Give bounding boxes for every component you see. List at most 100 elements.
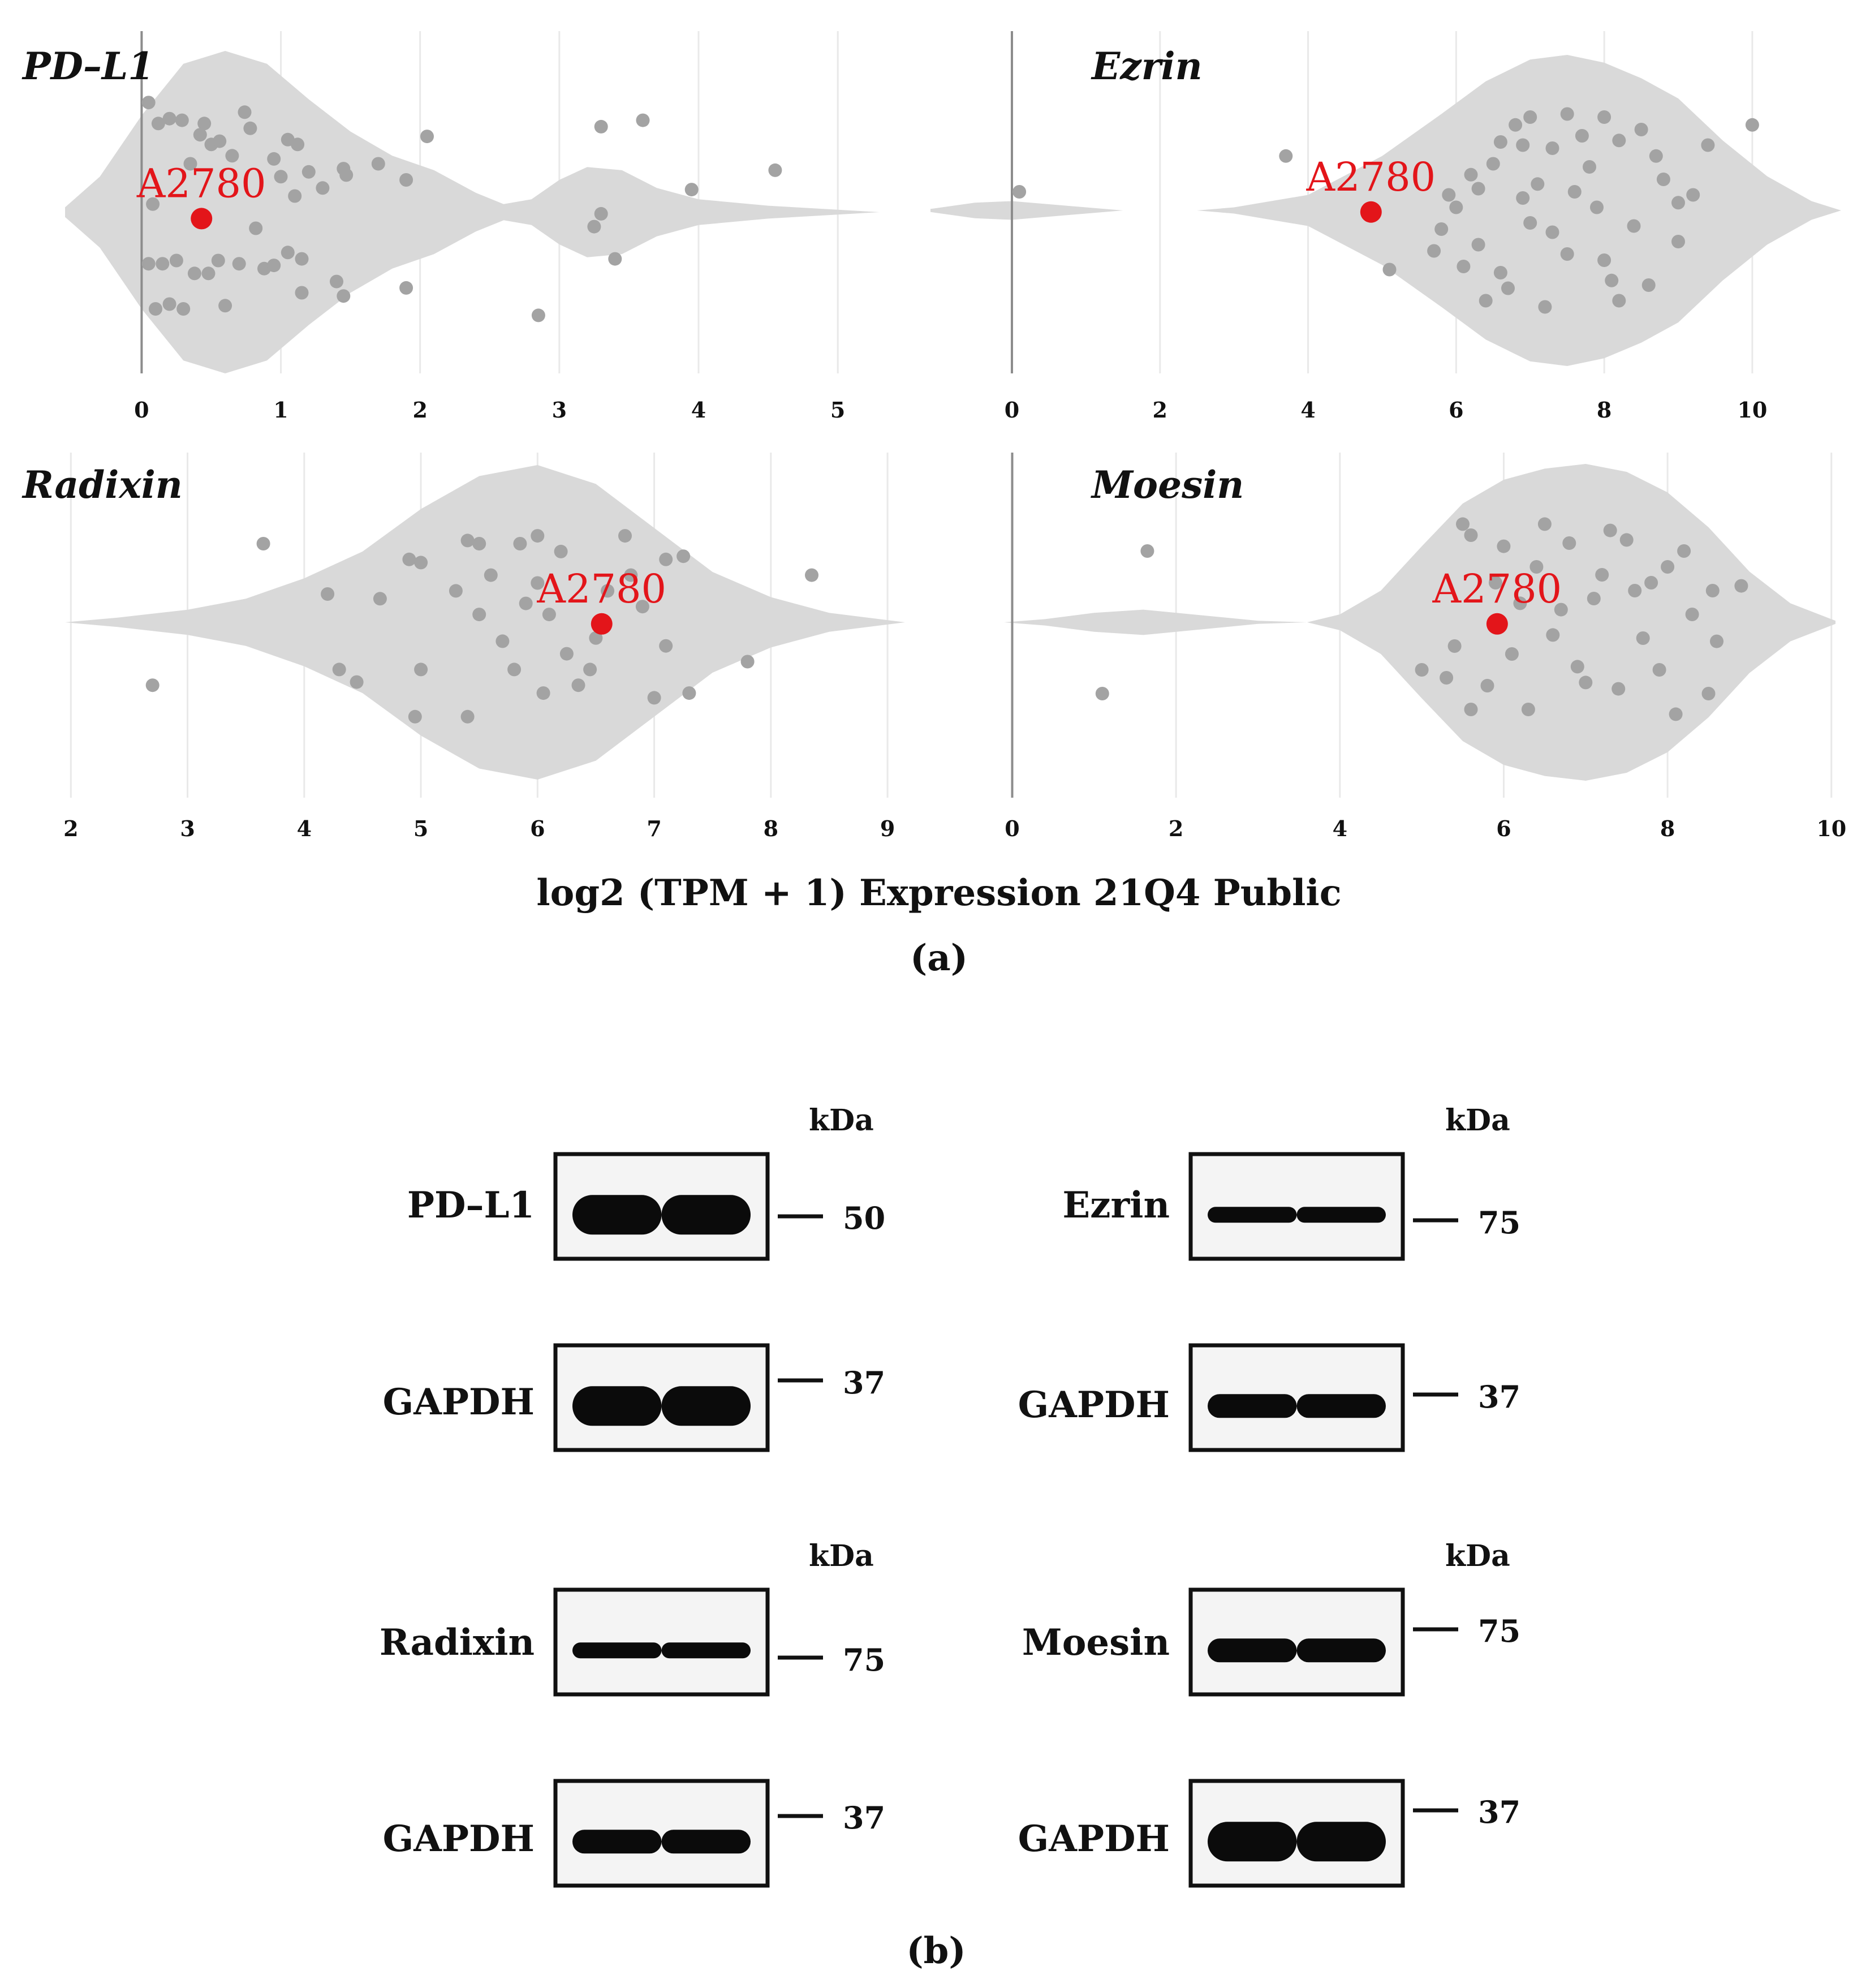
data-point: [1140, 544, 1154, 558]
blot-1: PD–L1 kDa 50: [407, 1103, 885, 1261]
violin-plot-2: A2780 0 2 4 6 8 10 Ezrin: [930, 31, 1841, 423]
data-point: [659, 552, 673, 566]
shared-x-axis-label: log2 (TPM + 1) Expression 21Q4 Public: [536, 872, 1341, 914]
data-point: [176, 302, 191, 316]
blot-protein-label: GAPDH: [383, 1818, 535, 1860]
data-point: [162, 297, 176, 311]
x-tick-label: 10: [1737, 397, 1767, 423]
violin-plot-3: A2780 2 3 4 5 6 7 8 9 Radixin: [21, 453, 905, 841]
data-point: [460, 533, 475, 548]
data-point: [243, 121, 257, 135]
data-point: [608, 252, 622, 266]
data-point: [145, 678, 160, 692]
data-point: [624, 568, 638, 582]
protein-band: [1208, 1394, 1297, 1418]
data-point: [1493, 266, 1507, 279]
panel-b-label: (b): [906, 1930, 966, 1972]
data-point: [1605, 273, 1619, 287]
data-point: [1489, 576, 1502, 589]
gene-title: Ezrin: [1091, 44, 1203, 88]
data-point: [1661, 560, 1675, 574]
data-point: [316, 181, 330, 195]
data-point: [238, 105, 252, 119]
x-tick-label: 3: [180, 816, 195, 841]
kda-header: kDa: [1445, 1539, 1510, 1573]
data-point: [1701, 687, 1716, 700]
protein-band: [1296, 1638, 1386, 1663]
data-point: [1567, 185, 1582, 199]
highlight-label: A2780: [536, 566, 666, 612]
data-point: [1538, 300, 1552, 314]
data-point: [805, 568, 818, 582]
data-point: [141, 96, 156, 110]
data-point: [193, 128, 207, 142]
protein-band: [572, 1830, 662, 1854]
data-point: [1545, 225, 1559, 239]
kda-header: kDa: [809, 1539, 874, 1573]
protein-band: [1208, 1207, 1297, 1223]
blot-3: Ezrin kDa 75: [1062, 1103, 1520, 1261]
data-point: [183, 157, 197, 171]
blot-5: Radixin kDa 75: [380, 1539, 885, 1697]
data-point: [507, 662, 522, 677]
highlight-point: [1360, 201, 1382, 223]
data-point: [301, 165, 316, 179]
data-point: [682, 686, 696, 700]
data-point: [1627, 219, 1641, 233]
blot-8: GAPDH 37: [1018, 1779, 1520, 1888]
data-point: [1095, 687, 1109, 700]
data-point: [1669, 707, 1683, 721]
protein-band: [572, 1386, 662, 1426]
gene-title: Radixin: [21, 463, 183, 507]
data-point: [1509, 118, 1523, 132]
highlight-label: A2780: [1305, 154, 1436, 200]
data-point: [594, 119, 608, 134]
mw-marker-label: 75: [843, 1642, 885, 1678]
panel-a-label: (a): [910, 937, 968, 979]
protein-band: [661, 1386, 751, 1426]
protein-band: [1296, 1207, 1386, 1223]
data-point: [218, 299, 232, 313]
x-tick-label: 6: [1449, 397, 1463, 423]
data-point: [677, 549, 691, 563]
data-point: [1442, 188, 1456, 202]
data-point: [1734, 579, 1748, 593]
x-tick-label: 3: [552, 397, 567, 423]
data-point: [232, 257, 246, 271]
blot-frame: [553, 1587, 770, 1697]
data-point: [594, 206, 608, 221]
blot-protein-label: Radixin: [380, 1621, 535, 1664]
x-tick-label: 4: [297, 816, 312, 841]
data-point: [339, 168, 354, 182]
data-point: [151, 117, 165, 131]
data-point: [589, 631, 603, 645]
data-point: [1562, 536, 1576, 550]
data-point: [484, 568, 498, 582]
mw-marker-label: 75: [1478, 1613, 1520, 1649]
protein-band: [1296, 1394, 1386, 1418]
data-point: [332, 662, 346, 677]
data-point: [1279, 149, 1293, 163]
data-point: [1545, 141, 1559, 155]
data-point: [587, 220, 601, 234]
data-point: [1464, 703, 1478, 716]
data-point: [408, 709, 422, 724]
blot-7: Moesin kDa 75: [1022, 1539, 1520, 1697]
data-point: [187, 266, 201, 281]
data-point: [321, 587, 335, 601]
data-point: [267, 259, 281, 273]
data-point: [1579, 675, 1593, 690]
data-point: [636, 113, 650, 127]
data-point: [1649, 149, 1663, 163]
data-point: [175, 113, 189, 127]
data-point: [531, 529, 545, 543]
data-point: [399, 173, 413, 187]
data-point: [472, 537, 486, 550]
data-point: [1531, 177, 1545, 191]
violin-shape: [65, 465, 905, 780]
data-point: [659, 639, 673, 653]
data-point: [1447, 639, 1462, 653]
data-point: [156, 257, 170, 271]
panel-b-western-blots: PD–L1 kDa 50 GAPDH 37 Ezrin kDa 75 GAPDH 37 Radixi…: [380, 1103, 1520, 1888]
data-point: [1701, 138, 1715, 152]
